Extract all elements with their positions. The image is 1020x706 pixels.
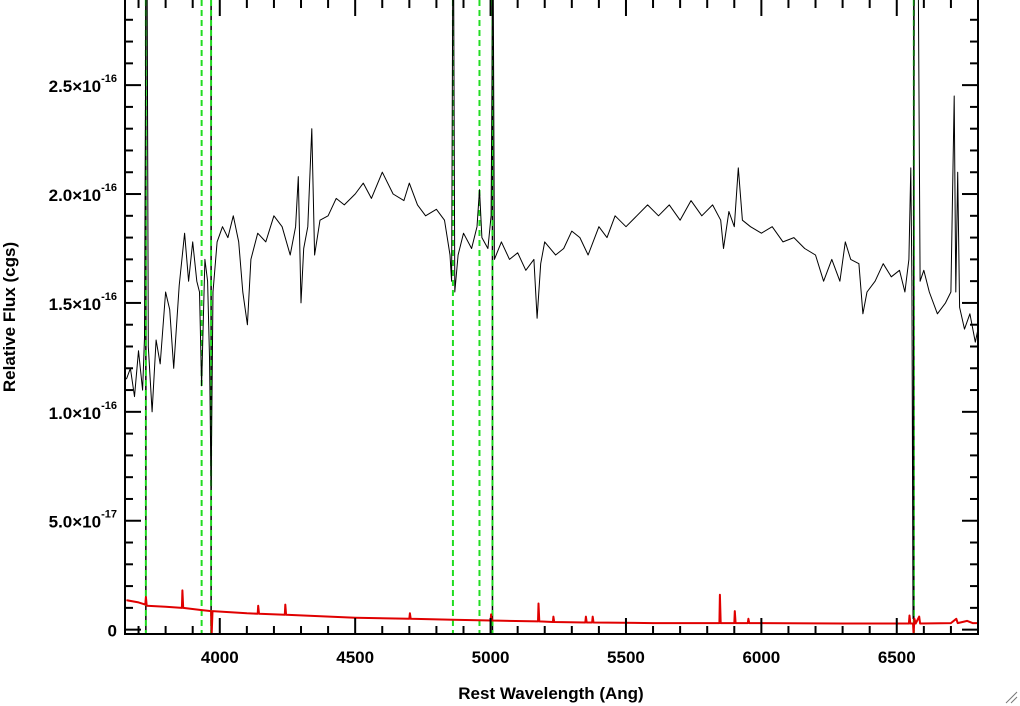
series-line-1	[126, 589, 978, 634]
series-line-0	[125, 0, 978, 620]
axis-ticks	[125, 0, 979, 634]
x-tick-label: 5500	[607, 648, 645, 667]
y-axis-title: Relative Flux (cgs)	[0, 242, 19, 392]
x-tick-label: 5000	[472, 648, 510, 667]
y-tick-label: 1.0×10-16	[49, 400, 117, 423]
x-tick-label: 6000	[742, 648, 780, 667]
y-tick-label: 2.0×10-16	[49, 182, 117, 205]
tick-labels: 4000 4500 5000 5500 6000 6500 0 5.0×10-17 1.0×10…	[49, 73, 916, 667]
y-tick-label: 2.5×10-16	[49, 73, 117, 96]
x-axis-title: Rest Wavelength (Ang)	[458, 684, 643, 703]
resize-grip-icon[interactable]	[1004, 690, 1018, 704]
emission-line-markers	[144, 0, 915, 634]
x-tick-label: 6500	[878, 648, 916, 667]
spectrum-series	[125, 0, 978, 634]
y-tick-label: 1.5×10-16	[49, 291, 117, 314]
x-tick-label: 4500	[336, 648, 374, 667]
plot-frame	[124, 0, 979, 635]
y-tick-label: 0	[108, 622, 117, 641]
y-tick-label: 5.0×10-17	[49, 509, 117, 532]
x-tick-label: 4000	[201, 648, 239, 667]
